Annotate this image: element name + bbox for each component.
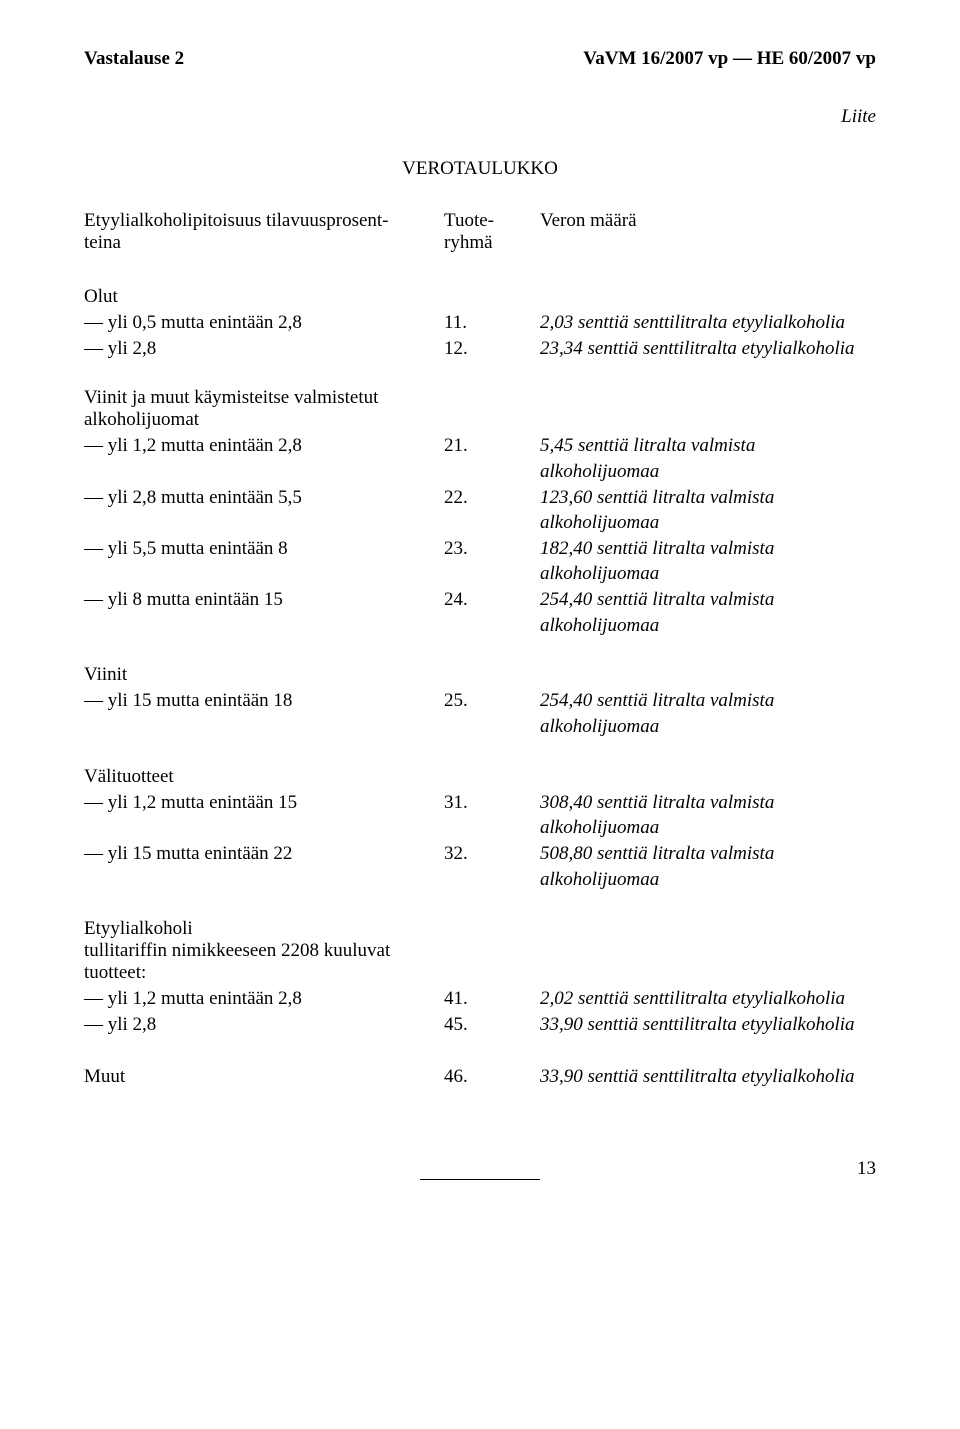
row-tax-amount: 33,90 senttiä senttilitralta etyylialkoh…: [540, 1012, 876, 1038]
row-tax-amount: 308,40 senttiä litralta valmista alkohol…: [540, 790, 876, 841]
row-description: — yli 2,8 mutta enintään 5,5: [84, 485, 444, 536]
group-title: Viinit ja muut käymisteitse valmistetuta…: [84, 387, 876, 431]
header-right: VaVM 16/2007 vp — HE 60/2007 vp: [583, 48, 876, 70]
row-product-group: 11.: [444, 310, 540, 336]
table-row: — yli 2,845.33,90 senttiä senttilitralta…: [84, 1012, 876, 1038]
row-description: — yli 8 mutta enintään 15: [84, 587, 444, 638]
group-title-line: Viinit ja muut käymisteitse valmistetut: [84, 387, 876, 409]
row-product-group: 12.: [444, 336, 540, 362]
header-left: Vastalause 2: [84, 48, 184, 70]
table-row: — yli 1,2 mutta enintään 2,841.2,02 sent…: [84, 986, 876, 1012]
footer-rule: [420, 1179, 540, 1180]
row-description: — yli 15 mutta enintään 22: [84, 841, 444, 892]
col2-header-line1: Tuote-: [444, 210, 540, 232]
group-title-line: Viinit: [84, 664, 876, 686]
row-tax-amount: 2,03 senttiä senttilitralta etyylialkoho…: [540, 310, 876, 336]
row-description: — yli 5,5 mutta enintään 8: [84, 536, 444, 587]
row-product-group: 23.: [444, 536, 540, 587]
row-description: — yli 2,8: [84, 336, 444, 362]
group-title-line: Olut: [84, 286, 876, 308]
group-title-line: Välituotteet: [84, 766, 876, 788]
row-product-group: 41.: [444, 986, 540, 1012]
col1-header-line2: teina: [84, 232, 444, 254]
row-product-group: 21.: [444, 433, 540, 484]
table-row: Muut46.33,90 senttiä senttilitralta etyy…: [84, 1064, 876, 1090]
table-row: — yli 1,2 mutta enintään 1531.308,40 sen…: [84, 790, 876, 841]
group-title-line: tullitariffin nimikkeeseen 2208 kuuluvat: [84, 940, 876, 962]
col3-header: Veron määrä: [540, 210, 876, 232]
row-tax-amount: 182,40 senttiä litralta valmista alkohol…: [540, 536, 876, 587]
group-title-line: alkoholijuomat: [84, 409, 876, 431]
group-title-line: tuotteet:: [84, 962, 876, 984]
row-description: — yli 1,2 mutta enintään 15: [84, 790, 444, 841]
group-title: Olut: [84, 286, 876, 308]
page-number: 13: [857, 1158, 876, 1180]
col1-header-line1: Etyylialkoholipitoisuus tilavuusprosent-: [84, 210, 444, 232]
table-row: — yli 15 mutta enintään 2232.508,80 sent…: [84, 841, 876, 892]
row-description: — yli 0,5 mutta enintään 2,8: [84, 310, 444, 336]
row-description: — yli 15 mutta enintään 18: [84, 688, 444, 739]
group-title: Välituotteet: [84, 766, 876, 788]
table-row: — yli 0,5 mutta enintään 2,811.2,03 sent…: [84, 310, 876, 336]
row-tax-amount: 5,45 senttiä litralta valmista alkoholij…: [540, 433, 876, 484]
group-title-line: Etyylialkoholi: [84, 918, 876, 940]
table-title: VEROTAULUKKO: [84, 158, 876, 180]
row-product-group: 32.: [444, 841, 540, 892]
group-title: Viinit: [84, 664, 876, 686]
col2-header-line2: ryhmä: [444, 232, 540, 254]
table-row: — yli 8 mutta enintään 1524.254,40 sentt…: [84, 587, 876, 638]
tax-table-body: Olut— yli 0,5 mutta enintään 2,811.2,03 …: [84, 286, 876, 1089]
row-product-group: 46.: [444, 1064, 540, 1090]
row-description: — yli 1,2 mutta enintään 2,8: [84, 433, 444, 484]
row-tax-amount: 254,40 senttiä litralta valmista alkohol…: [540, 688, 876, 739]
row-description: — yli 2,8: [84, 1012, 444, 1038]
group-title: Etyylialkoholitullitariffin nimikkeeseen…: [84, 918, 876, 984]
table-row: — yli 5,5 mutta enintään 823.182,40 sent…: [84, 536, 876, 587]
row-tax-amount: 508,80 senttiä litralta valmista alkohol…: [540, 841, 876, 892]
table-row: — yli 2,812.23,34 senttiä senttilitralta…: [84, 336, 876, 362]
table-row: — yli 2,8 mutta enintään 5,522.123,60 se…: [84, 485, 876, 536]
row-product-group: 24.: [444, 587, 540, 638]
row-tax-amount: 33,90 senttiä senttilitralta etyylialkoh…: [540, 1064, 876, 1090]
row-tax-amount: 254,40 senttiä litralta valmista alkohol…: [540, 587, 876, 638]
table-row: — yli 15 mutta enintään 1825.254,40 sent…: [84, 688, 876, 739]
row-tax-amount: 123,60 senttiä litralta valmista alkohol…: [540, 485, 876, 536]
row-description: — yli 1,2 mutta enintään 2,8: [84, 986, 444, 1012]
row-tax-amount: 23,34 senttiä senttilitralta etyylialkoh…: [540, 336, 876, 362]
row-tax-amount: 2,02 senttiä senttilitralta etyylialkoho…: [540, 986, 876, 1012]
attachment-label: Liite: [84, 106, 876, 128]
row-product-group: 25.: [444, 688, 540, 739]
row-product-group: 45.: [444, 1012, 540, 1038]
table-row: — yli 1,2 mutta enintään 2,821.5,45 sent…: [84, 433, 876, 484]
row-product-group: 31.: [444, 790, 540, 841]
row-product-group: 22.: [444, 485, 540, 536]
column-headers: Etyylialkoholipitoisuus tilavuusprosent-…: [84, 210, 876, 254]
row-description: Muut: [84, 1064, 444, 1090]
